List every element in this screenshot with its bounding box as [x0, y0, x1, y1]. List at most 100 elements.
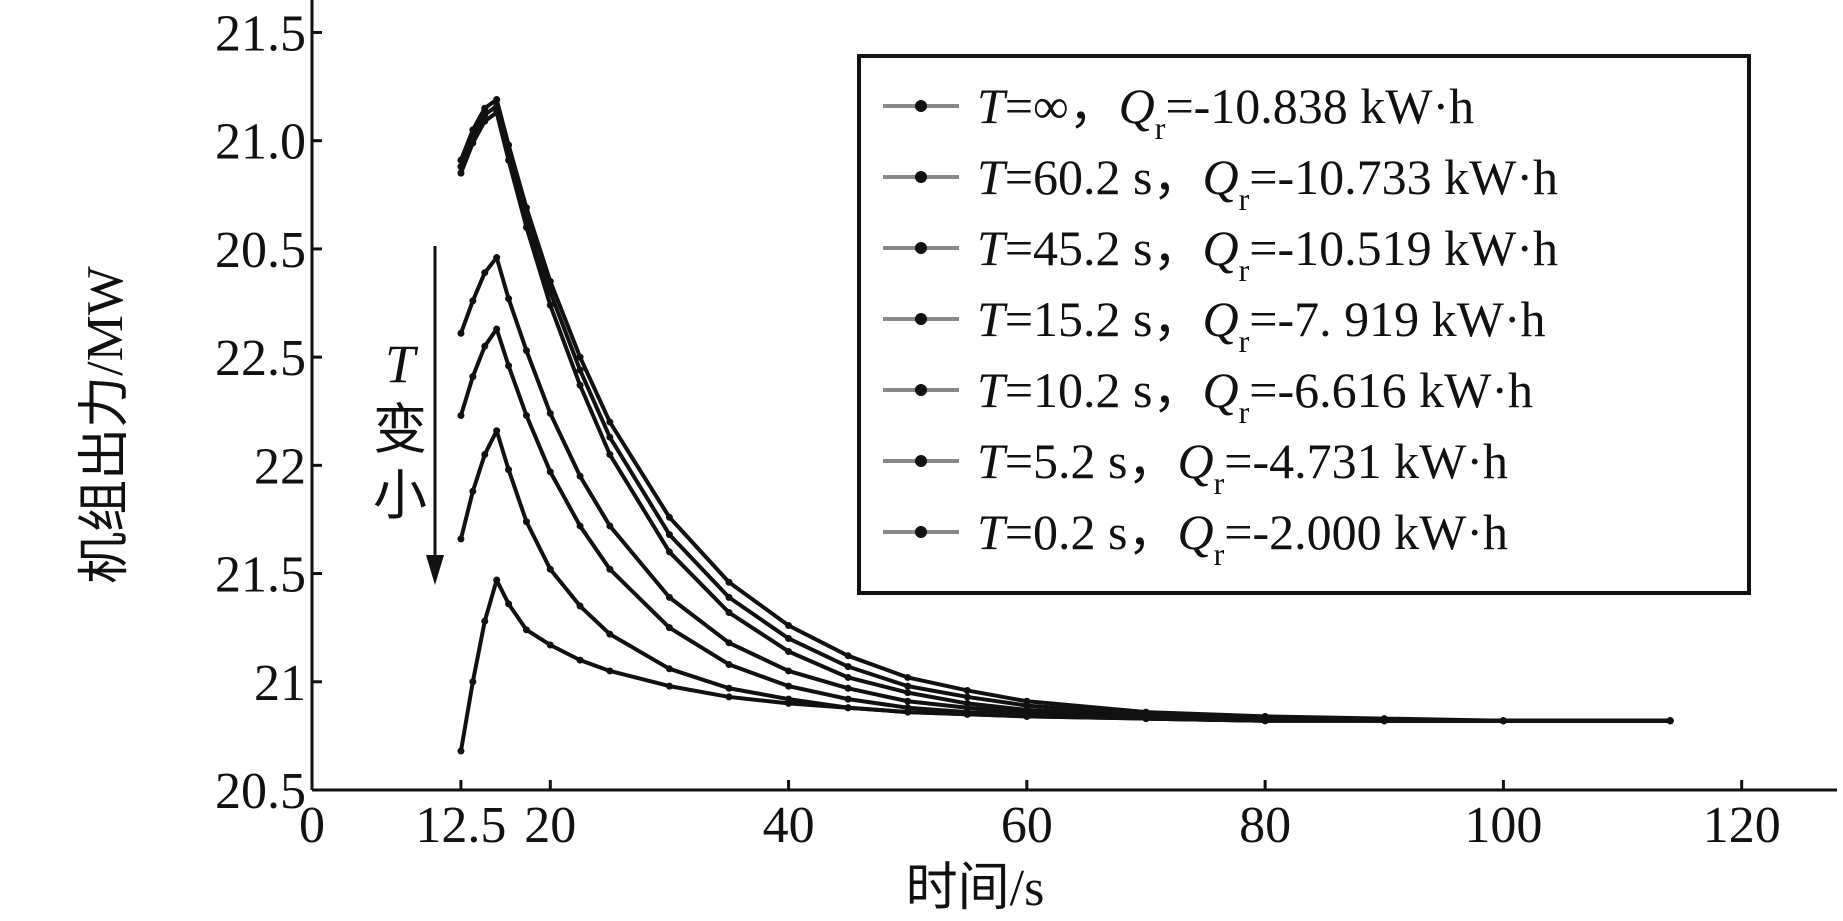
series-marker — [725, 684, 733, 692]
series-marker — [576, 522, 584, 530]
series-marker — [481, 451, 489, 459]
series-marker — [963, 710, 971, 718]
series-marker — [469, 678, 477, 686]
series-marker — [576, 366, 584, 374]
series-marker — [665, 665, 673, 673]
legend-label: T=∞，Qr=-10.838 kW·h — [977, 78, 1474, 146]
series-marker — [1666, 717, 1674, 725]
x-axis-label: 时间/s — [906, 860, 1045, 917]
series-marker — [665, 593, 673, 601]
series-marker — [904, 682, 912, 690]
series-marker — [665, 513, 673, 521]
series-marker — [493, 427, 501, 435]
series-marker — [481, 104, 489, 112]
legend-marker — [915, 455, 927, 467]
series-marker — [546, 641, 554, 649]
x-tick-label: 60 — [1001, 797, 1053, 854]
legend-label: T=0.2 s，Qr=-2.000 kW·h — [977, 504, 1508, 572]
series-marker — [665, 531, 673, 539]
legend-marker — [915, 242, 927, 254]
series-marker — [493, 325, 501, 333]
series-marker — [481, 111, 489, 119]
legend-label: T=10.2 s，Qr=-6.616 kW·h — [977, 362, 1533, 430]
x-tick-label: 40 — [763, 797, 815, 854]
series-marker — [576, 656, 584, 664]
series-marker — [844, 663, 852, 671]
y-tick-label: 22.5 — [215, 330, 306, 387]
series-marker — [493, 254, 501, 262]
series-marker — [963, 686, 971, 694]
series-marker — [505, 362, 513, 370]
series-marker — [469, 297, 477, 305]
x-tick-label: 0 — [299, 797, 325, 854]
series-marker — [493, 576, 501, 584]
legend-label: T=15.2 s，Qr=-7. 919 kW·h — [977, 291, 1545, 359]
series-marker — [481, 269, 489, 277]
series-marker — [522, 626, 530, 634]
series-marker — [457, 747, 465, 755]
legend-box — [857, 54, 1751, 595]
series-marker — [665, 624, 673, 632]
series-marker — [481, 342, 489, 350]
series-marker — [725, 609, 733, 617]
series-marker — [606, 667, 614, 675]
series-marker — [457, 535, 465, 543]
series-marker — [493, 96, 501, 104]
series-marker — [725, 693, 733, 701]
y-tick-label: 22 — [254, 438, 306, 495]
series-marker — [493, 109, 501, 117]
legend-marker — [915, 171, 927, 183]
series-marker — [785, 667, 793, 675]
legend-label: T=5.2 s，Qr=-4.731 kW·h — [977, 433, 1508, 501]
y-axis-label: 机组出力/MW — [77, 266, 134, 584]
series-marker — [1380, 717, 1388, 725]
series-marker — [844, 684, 852, 692]
legend-label: T=45.2 s，Qr=-10.519 kW·h — [977, 220, 1558, 288]
x-tick-label: 20 — [524, 797, 576, 854]
series-marker — [606, 565, 614, 573]
series-marker — [785, 622, 793, 630]
series-marker — [844, 704, 852, 712]
series-marker — [481, 617, 489, 625]
annotation-arrowhead — [426, 555, 444, 585]
legend-label: T=60.2 s，Qr=-10.733 kW·h — [977, 149, 1558, 217]
series-marker — [505, 295, 513, 303]
series-marker — [457, 329, 465, 337]
x-tick-label: 12.5 — [415, 797, 506, 854]
series-marker — [469, 139, 477, 147]
series-marker — [606, 630, 614, 638]
series-marker — [844, 695, 852, 703]
series-marker — [844, 652, 852, 660]
series-marker — [469, 373, 477, 381]
series-marker — [546, 565, 554, 573]
series-marker — [505, 466, 513, 474]
series-marker — [546, 301, 554, 309]
y-tick-label: 20.5 — [215, 222, 306, 279]
series-marker — [785, 634, 793, 642]
series-marker — [904, 697, 912, 705]
y-tick-label: 21.0 — [215, 114, 306, 171]
legend-marker — [915, 526, 927, 538]
series-marker — [606, 418, 614, 426]
series-marker — [844, 673, 852, 681]
series-marker — [785, 699, 793, 707]
series-marker — [546, 468, 554, 476]
series-marker — [725, 660, 733, 668]
series-marker — [725, 578, 733, 586]
y-tick-label: 20.5 — [215, 763, 306, 820]
series-marker — [576, 381, 584, 389]
series-marker — [904, 689, 912, 697]
series-marker — [606, 522, 614, 530]
annotation: T 变小 — [373, 334, 427, 526]
y-tick-label: 21 — [254, 655, 306, 712]
series-marker — [1142, 715, 1150, 723]
legend-marker — [915, 313, 927, 325]
series-marker — [576, 472, 584, 480]
series-marker — [725, 593, 733, 601]
series-marker — [469, 487, 477, 495]
series-marker — [505, 156, 513, 164]
series-marker — [665, 548, 673, 556]
series-marker — [522, 347, 530, 355]
series-line — [458, 578, 1671, 752]
